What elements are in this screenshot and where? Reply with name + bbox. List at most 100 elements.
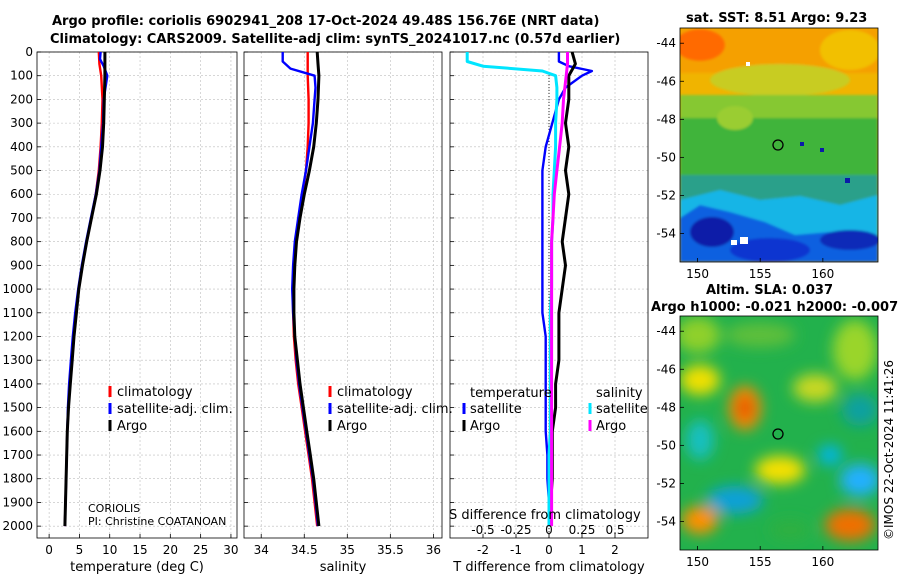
legend-label: satellite <box>470 402 522 417</box>
sst-map-frame <box>679 27 879 263</box>
legend-label: Argo <box>596 419 626 434</box>
legend-label: satellite-adj. clim. <box>337 402 453 417</box>
x-tick-label: 30 <box>223 543 238 557</box>
x-axis-label: temperature (deg C) <box>70 560 204 575</box>
x-tick-label: 0 <box>545 543 553 557</box>
legend-label: climatology <box>337 385 413 400</box>
sla-map-y-tick-label: -52 <box>656 476 676 490</box>
legend-title-salinity: salinity <box>596 386 643 401</box>
panel-frame <box>243 51 443 539</box>
argo-location-marker <box>772 139 784 151</box>
figure-title-line1: Argo profile: coriolis 6902941_208 17-Oc… <box>52 14 600 29</box>
sst-map <box>680 28 878 262</box>
sst-map-y-tick-label: -44 <box>656 36 676 50</box>
y-tick-label: 2000 <box>2 519 33 533</box>
series-argo <box>292 51 321 527</box>
y-tick-label: 1500 <box>2 401 33 415</box>
x-axis-label: T difference from climatology <box>452 560 645 575</box>
profile-panel-1: 0100200300400500600700800900100011001200… <box>2 45 238 575</box>
sst-map-x-tick-label: 155 <box>749 267 772 281</box>
sst-map-title: sat. SST: 8.51 Argo: 9.23 <box>686 11 868 26</box>
y-tick-label: 1000 <box>2 282 33 296</box>
x-tick-label: 2 <box>611 543 619 557</box>
y-tick-label: 100 <box>10 69 33 83</box>
x-tick-label-s: 0 <box>545 523 553 537</box>
figure-title-line2: Climatology: CARS2009. Satellite-adj cli… <box>50 32 621 47</box>
x-tick-label: 20 <box>163 543 178 557</box>
sst-map-x-tick-label: 150 <box>686 267 709 281</box>
series-s-argo <box>550 52 569 527</box>
x-tick-label-s: 0.5 <box>605 523 624 537</box>
x-tick-label: 5 <box>76 543 84 557</box>
y-tick-label: 600 <box>10 187 33 201</box>
x-tick-label: -2 <box>477 543 489 557</box>
y-tick-label: 700 <box>10 211 33 225</box>
legend-label: Argo <box>470 419 500 434</box>
panel-frame <box>36 51 238 539</box>
x-tick-label: 34.5 <box>291 543 318 557</box>
sst-map-y-tick-label: -46 <box>656 74 676 88</box>
sla-map <box>680 316 878 550</box>
x-tick-label: 36 <box>426 543 441 557</box>
sla-map-x-tick-label: 160 <box>811 555 834 569</box>
sst-map-y-tick-label: -50 <box>656 150 676 164</box>
x-tick-label: 35 <box>340 543 355 557</box>
sst-map-x-tick-label: 160 <box>811 267 834 281</box>
imos-stamp: ©IMOS 22-Oct-2024 11:41:26 <box>882 360 896 540</box>
x-tick-label: 34 <box>254 543 269 557</box>
sst-map-y-tick-label: -48 <box>656 112 676 126</box>
legend-label: satellite-adj. clim. <box>117 402 233 417</box>
x-tick-label: 10 <box>102 543 117 557</box>
y-tick-label: 1900 <box>2 495 33 509</box>
x-tick-label: 1 <box>578 543 586 557</box>
y-tick-label: 1300 <box>2 353 33 367</box>
y-tick-label: 1400 <box>2 377 33 391</box>
sst-map-y-tick-label: -54 <box>656 226 676 240</box>
y-tick-label: 1200 <box>2 329 33 343</box>
legend-title-temperature: temperature <box>470 386 552 401</box>
sst-map-y-tick-label: -52 <box>656 188 676 202</box>
x-axis-label-top: S difference from climatology <box>449 508 641 523</box>
y-tick-label: 800 <box>10 235 33 249</box>
y-tick-label: 1600 <box>2 424 33 438</box>
sla-map-frame <box>679 315 879 551</box>
credit-org: CORIOLIS <box>88 502 140 515</box>
y-tick-label: 1100 <box>2 306 33 320</box>
sla-map-y-tick-label: -44 <box>656 324 676 338</box>
profile-panel-3: -2 -1 0 1 2 T difference from climatology temp… <box>449 51 649 575</box>
credit-pi: PI: Christine COATANOAN <box>88 515 226 528</box>
legend-label: satellite <box>596 402 648 417</box>
x-tick-label: 35.5 <box>377 543 404 557</box>
series-t-satellite <box>541 52 594 527</box>
x-tick-label: 0 <box>45 543 53 557</box>
profile-panel-2: 34 34.5 35 35.5 36 salinity climatology satelli… <box>243 51 453 575</box>
y-tick-label: 900 <box>10 258 33 272</box>
x-tick-label: 25 <box>193 543 208 557</box>
x-tick-label-s: -0.5 <box>471 523 494 537</box>
x-tick-label-s: -0.25 <box>500 523 531 537</box>
sla-map-title-line1: Altim. SLA: 0.037 <box>706 283 833 298</box>
y-tick-label: 0 <box>25 45 33 59</box>
y-tick-label: 1800 <box>2 472 33 486</box>
x-tick-label-s: 0.25 <box>569 523 596 537</box>
sla-map-y-tick-label: -54 <box>656 514 676 528</box>
sla-map-title-line2: Argo h1000: -0.021 h2000: -0.007 <box>651 300 899 315</box>
y-tick-label: 300 <box>10 116 33 130</box>
x-axis-label: salinity <box>320 560 367 575</box>
argo-location-marker-sla <box>772 428 784 440</box>
sla-map-y-tick-label: -48 <box>656 400 676 414</box>
x-tick-label: -1 <box>510 543 522 557</box>
legend-label: climatology <box>117 385 193 400</box>
sla-map-y-tick-label: -46 <box>656 362 676 376</box>
y-tick-label: 400 <box>10 140 33 154</box>
y-tick-label: 1700 <box>2 448 33 462</box>
legend-label: Argo <box>337 419 367 434</box>
y-tick-label: 200 <box>10 92 33 106</box>
x-tick-label: 15 <box>132 543 147 557</box>
sla-map-y-tick-label: -50 <box>656 438 676 452</box>
y-tick-label: 500 <box>10 164 33 178</box>
legend-label: Argo <box>117 419 147 434</box>
sla-map-x-tick-label: 155 <box>749 555 772 569</box>
series-argo <box>63 52 107 527</box>
